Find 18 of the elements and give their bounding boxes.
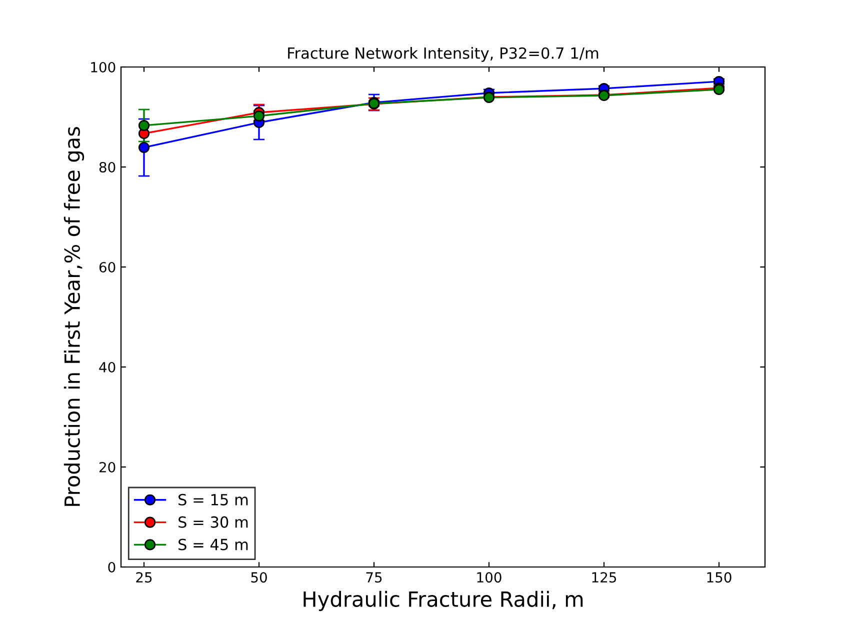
legend-label: S = 45 m [178, 538, 248, 550]
x-tick-label: 75 [366, 572, 382, 583]
legend-label: S = 15 m [178, 494, 248, 506]
x-tick-label: 150 [707, 572, 732, 583]
x-tick-label: 25 [136, 572, 152, 583]
y-tick-label: 80 [99, 162, 116, 172]
y-tick-label: 20 [99, 462, 116, 472]
x-tick-label: 125 [592, 572, 616, 583]
y-tick-label: 100 [91, 62, 116, 72]
y-tick-label: 0 [108, 562, 116, 572]
x-tick-label: 50 [251, 572, 267, 583]
x-axis-title: Hydraulic Fracture Radii, m [304, 590, 583, 612]
y-tick-label: 60 [99, 262, 116, 272]
legend-label: S = 30 m [178, 516, 248, 528]
y-tick-label: 40 [99, 362, 116, 372]
y-axis-title: Production in First Year,% of free gas [64, 127, 84, 506]
chart-title: Fracture Network Intensity, P32=0.7 1/m [288, 47, 598, 62]
x-tick-label: 100 [477, 572, 502, 583]
